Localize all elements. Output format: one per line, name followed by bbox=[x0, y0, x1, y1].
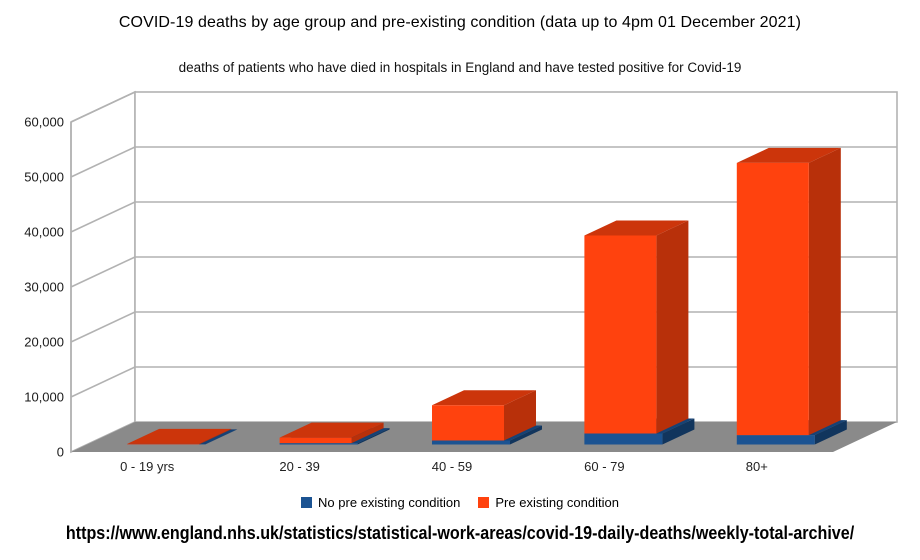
legend-item-pre-existing-condition: Pre existing condition bbox=[478, 495, 619, 510]
legend-swatch-blue bbox=[301, 497, 313, 508]
y-axis-label-30000: 30,000 bbox=[24, 280, 64, 295]
x-axis-label-4: 80+ bbox=[746, 459, 768, 474]
y-axis-label-50000: 50,000 bbox=[24, 170, 64, 185]
chart-legend: No pre existing condition Pre existing c… bbox=[0, 495, 920, 510]
bar-segment-side bbox=[205, 429, 238, 445]
bar-segment-front bbox=[584, 235, 657, 434]
bar-segment-side bbox=[510, 425, 542, 445]
gridline-left-wall bbox=[70, 91, 136, 123]
bar-segment-front bbox=[736, 435, 815, 445]
x-axis-label-2: 40 - 59 bbox=[432, 459, 472, 474]
bar-segment-front bbox=[127, 443, 200, 445]
y-axis-label-10000: 10,000 bbox=[24, 390, 64, 405]
legend-swatch-orange bbox=[478, 497, 490, 508]
source-url-bar: https://www.england.nhs.uk/statistics/st… bbox=[0, 522, 920, 544]
x-axis-label-0: 0 - 19 yrs bbox=[120, 459, 175, 474]
legend-label-no-pre-existing-condition: No pre existing condition bbox=[318, 495, 461, 510]
bar-group-1 bbox=[279, 422, 390, 445]
bar-segment-top bbox=[127, 428, 232, 444]
chart-subtitle: deaths of patients who have died in hosp… bbox=[178, 60, 742, 75]
bar-group-2 bbox=[432, 390, 542, 445]
bar-segment-side bbox=[199, 428, 232, 445]
bar-group-4 bbox=[736, 147, 847, 445]
bar-segment-front bbox=[432, 440, 510, 445]
bar-segment-front bbox=[432, 405, 504, 441]
legend-item-no-pre-existing-condition: No pre existing condition bbox=[301, 495, 460, 510]
legend-label-pre-existing-condition: Pre existing condition bbox=[495, 495, 619, 510]
bar-segment-side bbox=[504, 390, 536, 441]
y-axis-label-60000: 60,000 bbox=[24, 115, 64, 130]
bar-segment-side bbox=[662, 418, 695, 445]
bar-segment-front bbox=[279, 437, 352, 444]
x-axis-label-1: 20 - 39 bbox=[279, 459, 319, 474]
bar-segment-top bbox=[279, 422, 384, 438]
bar-segment-front bbox=[584, 433, 663, 445]
bar-segment-front bbox=[736, 162, 809, 436]
bar-segment-side bbox=[808, 147, 841, 436]
source-url: https://www.england.nhs.uk/statistics/st… bbox=[65, 522, 855, 543]
gridline-left-wall bbox=[70, 201, 136, 233]
bar-segment-top bbox=[432, 390, 536, 406]
gridline-left-wall bbox=[70, 146, 136, 178]
bar-segment-front bbox=[279, 443, 358, 445]
bar-group-0 bbox=[127, 428, 238, 445]
y-axis-label-20000: 20,000 bbox=[24, 335, 64, 350]
bar-segment-side bbox=[357, 428, 390, 445]
bar-group-3 bbox=[584, 220, 695, 445]
bar-segment-top bbox=[736, 147, 841, 163]
gridline-left-wall bbox=[70, 311, 136, 343]
y-axis-label-40000: 40,000 bbox=[24, 225, 64, 240]
chart-title: COVID-19 deaths by age group and pre-exi… bbox=[118, 14, 802, 31]
y-axis-label-0: 0 bbox=[57, 445, 64, 460]
bar-segment-side bbox=[656, 220, 689, 434]
bar-segment-top bbox=[584, 220, 689, 236]
gridline-left-wall bbox=[70, 366, 136, 398]
bar-segment-side bbox=[351, 422, 384, 444]
x-axis-label-3: 60 - 79 bbox=[584, 459, 624, 474]
gridline-left-wall bbox=[70, 256, 136, 288]
bar-segment-side bbox=[814, 420, 847, 445]
